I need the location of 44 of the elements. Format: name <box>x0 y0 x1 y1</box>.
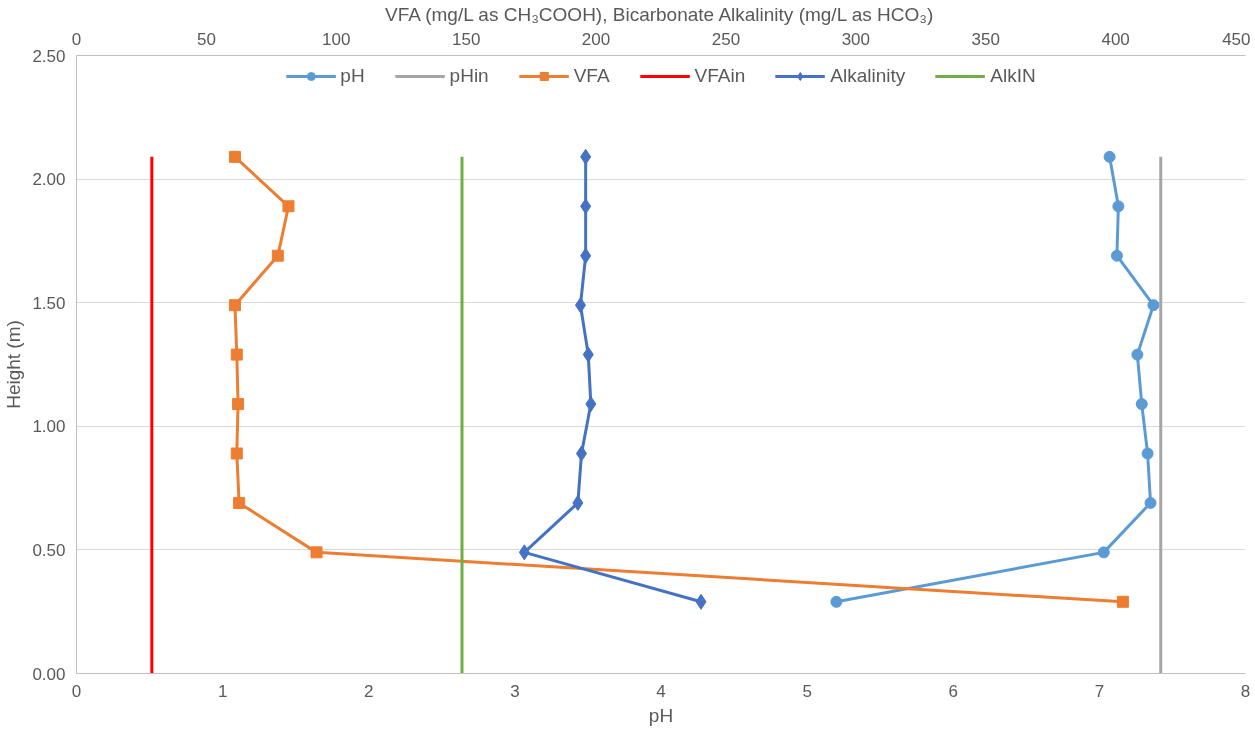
y-tick-label: 1.50 <box>32 293 66 313</box>
x2-tick-label: 350 <box>971 29 1000 49</box>
x-tick-label: 1 <box>217 681 228 701</box>
x2-tick-label: 400 <box>1101 29 1130 49</box>
y-tick-label: 0.50 <box>32 540 66 560</box>
x-tick-label: 3 <box>510 681 520 701</box>
x2-tick-label: 150 <box>451 29 481 49</box>
point <box>1135 398 1148 411</box>
x2-axis-title: VFA (mg/L as CH₃COOH), Bicarbonate Alkalinity (mg/L as HCO₃) <box>385 3 934 25</box>
point <box>830 595 843 608</box>
legend-label: pHin <box>449 65 489 87</box>
x2-tick-label: 100 <box>322 29 351 49</box>
legend-label: VFA <box>573 65 610 87</box>
y-tick-label: 1.00 <box>32 417 66 437</box>
x-tick-label: 4 <box>656 681 666 701</box>
x2-tick-label: 300 <box>841 29 871 49</box>
x-tick-label: 6 <box>948 681 958 701</box>
legend-label: Alkalinity <box>830 65 906 87</box>
y-axis-title: Height (m) <box>3 320 25 409</box>
point <box>1141 447 1154 460</box>
point <box>1144 496 1157 509</box>
point <box>1097 546 1110 559</box>
x-tick-label: 7 <box>1094 681 1105 701</box>
x2-tick-label: 50 <box>196 29 216 49</box>
legend-label: AlkIN <box>990 65 1036 87</box>
y-tick-label: 2.50 <box>32 46 66 66</box>
x2-tick-label: 450 <box>1222 29 1251 49</box>
x-tick-label: 2 <box>364 681 374 701</box>
point <box>1147 299 1160 312</box>
x2-tick-label: 250 <box>711 29 741 49</box>
point <box>1131 348 1144 361</box>
y-tick-label: 0.00 <box>32 664 66 684</box>
point <box>1110 249 1123 262</box>
x-tick-label: 8 <box>1240 681 1251 701</box>
point <box>1112 200 1125 213</box>
y-tick-label: 2.00 <box>32 170 66 190</box>
x2-tick-label: 200 <box>581 29 611 49</box>
x2-tick-label: 0 <box>71 29 82 49</box>
x-tick-label: 5 <box>802 681 812 701</box>
point <box>1103 150 1116 163</box>
x-tick-label: 0 <box>71 681 82 701</box>
legend-label: pH <box>340 65 365 87</box>
x-axis-title: pH <box>648 704 674 726</box>
legend-label: VFAin <box>694 65 746 87</box>
